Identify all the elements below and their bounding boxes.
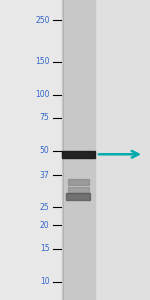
- Text: 250: 250: [35, 16, 50, 25]
- Bar: [63, 0, 150, 300]
- Text: 50: 50: [40, 146, 50, 155]
- Text: 10: 10: [40, 278, 50, 286]
- Bar: [66, 193, 90, 200]
- Text: 75: 75: [40, 113, 50, 122]
- Bar: [68, 187, 88, 193]
- Text: 15: 15: [40, 244, 50, 253]
- Text: 25: 25: [40, 203, 50, 212]
- Bar: [68, 179, 88, 185]
- Bar: [61, 0, 94, 300]
- Text: 37: 37: [40, 171, 50, 180]
- Text: 150: 150: [35, 57, 50, 66]
- Text: 20: 20: [40, 221, 50, 230]
- Text: 100: 100: [35, 90, 50, 99]
- Bar: [61, 151, 94, 158]
